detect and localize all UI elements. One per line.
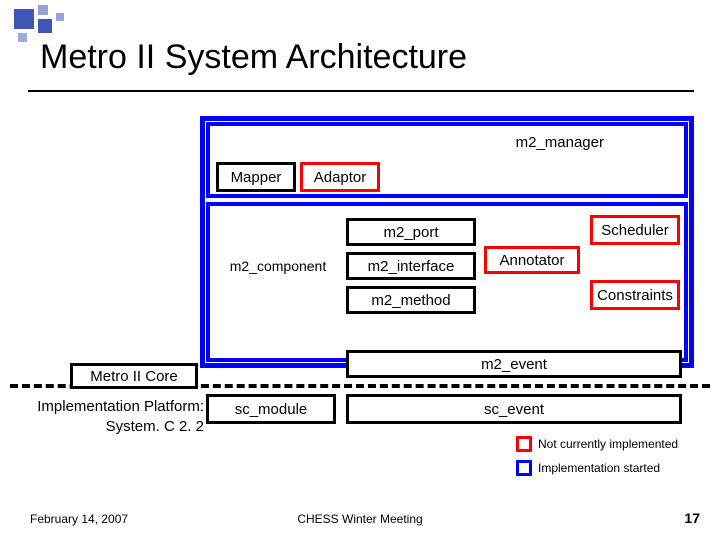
scheduler-label: Scheduler	[601, 222, 669, 239]
adaptor-box: Adaptor	[300, 162, 380, 192]
impl-platform-label: Implementation Platform: System. C 2. 2	[14, 397, 204, 437]
legend-red-square-icon	[516, 436, 532, 452]
legend-not-implemented: Not currently implemented	[516, 436, 678, 452]
m2-port-label: m2_port	[383, 224, 438, 241]
m2-method-box: m2_method	[346, 286, 476, 314]
title-underline	[28, 90, 694, 92]
m2-component-label: m2_component	[216, 252, 340, 280]
constraints-box: Constraints	[590, 280, 680, 310]
page-title: Metro II System Architecture	[40, 38, 467, 77]
m2-interface-label: m2_interface	[368, 258, 455, 275]
footer-meeting: CHESS Winter Meeting	[0, 512, 720, 526]
annotator-box: Annotator	[484, 246, 580, 274]
m2-port-box: m2_port	[346, 218, 476, 246]
m2-interface-box: m2_interface	[346, 252, 476, 280]
constraints-label: Constraints	[597, 287, 673, 304]
legend-blue-square-icon	[516, 460, 532, 476]
metro-core-label: Metro II Core	[70, 363, 198, 389]
legend-started-label: Implementation started	[538, 461, 660, 475]
footer-page: 17	[684, 510, 700, 526]
sc-module-box: sc_module	[206, 394, 336, 424]
mapper-box: Mapper	[216, 162, 296, 192]
annotator-label: Annotator	[499, 252, 564, 269]
sc-event-box: sc_event	[346, 394, 682, 424]
m2-method-label: m2_method	[371, 292, 450, 309]
m2-event-label: m2_event	[481, 356, 547, 373]
scheduler-box: Scheduler	[590, 215, 680, 245]
m2-manager-label: m2_manager	[516, 134, 604, 151]
legend-started: Implementation started	[516, 460, 660, 476]
adaptor-label: Adaptor	[314, 169, 367, 186]
mapper-label: Mapper	[231, 169, 282, 186]
legend-not-impl-label: Not currently implemented	[538, 437, 678, 451]
m2-event-box: m2_event	[346, 350, 682, 378]
sc-module-label: sc_module	[235, 401, 308, 418]
sc-event-label: sc_event	[484, 401, 544, 418]
